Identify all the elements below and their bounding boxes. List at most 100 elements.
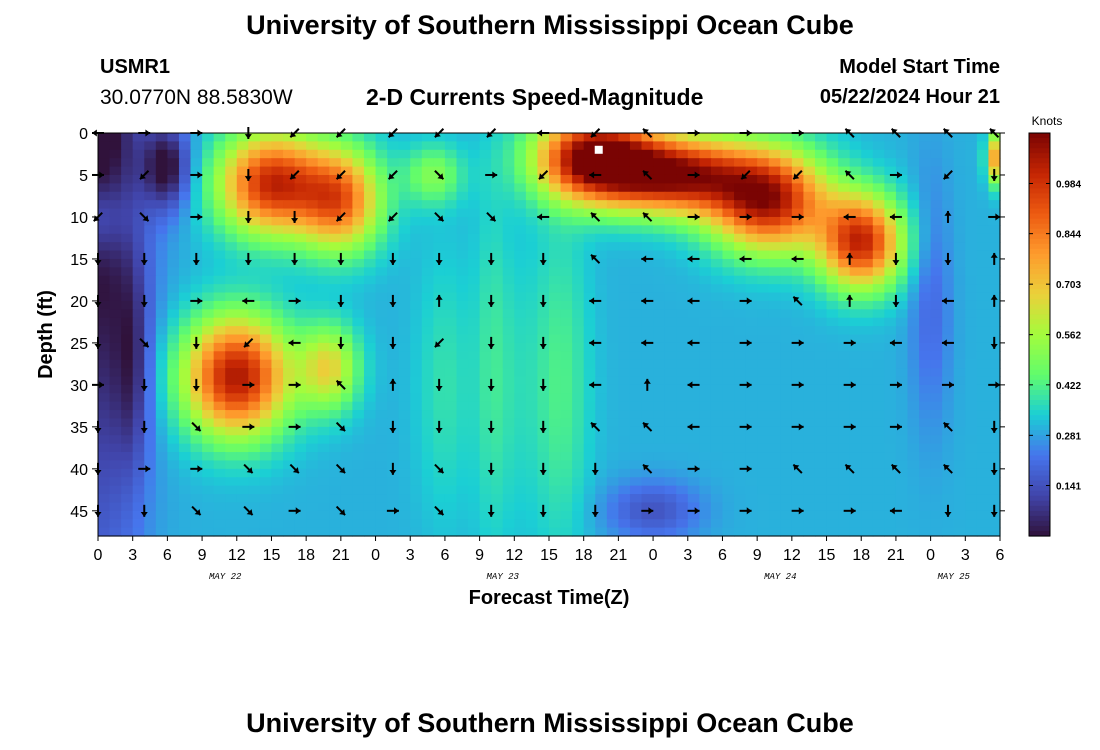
heat-cell xyxy=(190,401,203,411)
heat-cell xyxy=(895,242,909,252)
heat-cell xyxy=(653,519,666,529)
heat-cell xyxy=(549,426,562,436)
heat-cell xyxy=(791,351,805,361)
current-arrow xyxy=(337,252,345,265)
heat-cell xyxy=(248,359,261,369)
heat-cell xyxy=(167,334,180,344)
heat-cell xyxy=(629,258,643,268)
arrow-head xyxy=(687,423,693,431)
heat-cell xyxy=(930,519,943,529)
heat-cell xyxy=(340,359,354,369)
arrow-head xyxy=(336,380,343,387)
heat-cell xyxy=(653,510,666,520)
heat-cell xyxy=(583,460,596,470)
heat-cell xyxy=(306,384,319,394)
heat-cell xyxy=(953,393,966,403)
heat-cell xyxy=(178,510,192,520)
heat-cell xyxy=(225,502,238,512)
heat-cell xyxy=(155,174,168,184)
heat-cell xyxy=(791,510,805,520)
heat-cell xyxy=(849,418,862,428)
heat-cell xyxy=(641,435,654,445)
heat-cell xyxy=(491,393,504,403)
heat-cell xyxy=(803,527,816,537)
heat-cell xyxy=(606,300,619,310)
heat-cell xyxy=(629,460,643,470)
heat-cell xyxy=(155,477,168,487)
heat-cell xyxy=(213,443,226,453)
heat-cell xyxy=(641,149,654,159)
heat-cell xyxy=(236,149,249,159)
heat-cell xyxy=(525,191,539,201)
heat-cell xyxy=(572,233,585,243)
current-arrow xyxy=(191,421,202,432)
arrow-head xyxy=(489,215,496,222)
colorbar-segment xyxy=(1029,314,1050,320)
arrow-head xyxy=(194,509,201,516)
heat-cell xyxy=(861,208,874,218)
heat-cell xyxy=(849,502,862,512)
heat-cell xyxy=(988,149,1001,159)
heat-cell xyxy=(109,292,122,302)
heat-cell xyxy=(861,275,874,285)
heat-cell xyxy=(699,275,712,285)
heat-cell xyxy=(606,468,619,478)
heat-cell xyxy=(687,326,700,336)
heat-cell xyxy=(606,510,619,520)
heat-cell xyxy=(98,494,111,504)
heat-cell xyxy=(838,326,851,336)
heat-cell xyxy=(687,166,700,176)
heat-cell xyxy=(259,275,273,285)
heat-cell xyxy=(178,191,192,201)
heat-cell xyxy=(387,208,400,218)
heat-cell xyxy=(757,326,770,336)
heat-cell xyxy=(572,133,585,142)
heat-cell xyxy=(225,460,238,470)
heat-cell xyxy=(514,418,527,428)
heat-cell xyxy=(676,452,689,462)
arrow-head xyxy=(589,171,595,179)
heat-cell xyxy=(872,183,885,193)
heat-cell xyxy=(930,368,943,378)
heat-cell xyxy=(259,494,273,504)
heat-cell xyxy=(514,309,527,319)
heat-cell xyxy=(398,166,411,176)
heat-cell xyxy=(861,519,874,529)
heat-cell xyxy=(595,233,608,243)
heat-cell xyxy=(121,468,134,478)
heat-cell xyxy=(525,401,539,411)
heat-cell xyxy=(803,460,816,470)
heat-cell xyxy=(190,292,203,302)
heat-cell xyxy=(456,376,469,386)
heat-cell xyxy=(549,149,562,159)
heat-cell xyxy=(248,208,261,218)
heat-cell xyxy=(387,284,400,294)
heat-cell xyxy=(942,334,955,344)
heat-cell xyxy=(884,225,897,235)
heat-cell xyxy=(780,376,793,386)
heat-cell xyxy=(271,468,284,478)
heat-cell xyxy=(444,452,458,462)
heat-cell xyxy=(838,342,851,352)
heat-cell xyxy=(687,468,700,478)
arrow-head xyxy=(798,423,804,431)
heat-cell xyxy=(734,166,747,176)
heat-cell xyxy=(225,309,238,319)
colorbar-segment xyxy=(1029,530,1050,537)
heat-cell xyxy=(155,342,168,352)
heat-cell xyxy=(213,267,226,277)
heat-cell xyxy=(780,292,793,302)
heat-cell xyxy=(722,200,735,210)
heat-cell xyxy=(687,309,700,319)
heat-cell xyxy=(942,351,955,361)
heat-cell xyxy=(930,183,943,193)
heat-cell xyxy=(618,460,631,470)
heat-cell xyxy=(722,342,735,352)
heat-cell xyxy=(502,225,515,235)
heat-cell xyxy=(641,309,654,319)
current-arrow xyxy=(539,378,547,391)
heat-cell xyxy=(98,183,111,193)
heat-cell xyxy=(433,401,446,411)
heat-cell xyxy=(109,359,122,369)
current-arrow xyxy=(843,423,856,431)
